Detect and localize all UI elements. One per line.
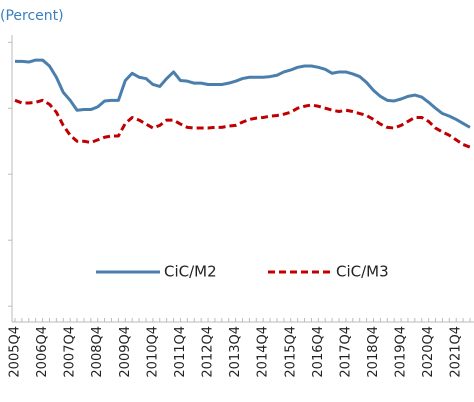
legend-label: CiC/M3: [336, 263, 389, 281]
x-tick-label: 2020Q4: [421, 326, 436, 378]
x-tick-label: 2006Q4: [35, 326, 50, 378]
x-tick-label: 2005Q4: [8, 326, 23, 378]
x-tick-label: 2012Q4: [201, 326, 216, 378]
x-tick-label: 2009Q4: [118, 326, 133, 378]
x-tick-label: 2021Q4: [449, 326, 464, 378]
legend-label: CiC/M2: [164, 263, 217, 281]
x-tick-label: 2011Q4: [173, 326, 188, 378]
x-tick-label: 2013Q4: [228, 326, 243, 378]
series-line: [14, 98, 471, 149]
x-tick-label: 2016Q4: [311, 326, 326, 378]
x-tick-label: 2019Q4: [394, 326, 409, 378]
x-tick-label: 2015Q4: [283, 326, 298, 378]
series-line: [15, 58, 471, 129]
x-tick-label: 2017Q4: [338, 326, 353, 378]
x-tick-label: 2010Q4: [145, 326, 160, 378]
x-tick-label: 2007Q4: [63, 326, 78, 378]
x-tick-label: 2018Q4: [366, 326, 381, 378]
chart-subtitle: (Percent): [0, 8, 64, 24]
x-tick-label: 2008Q4: [90, 326, 105, 378]
x-tick-label: 2014Q4: [256, 326, 271, 378]
